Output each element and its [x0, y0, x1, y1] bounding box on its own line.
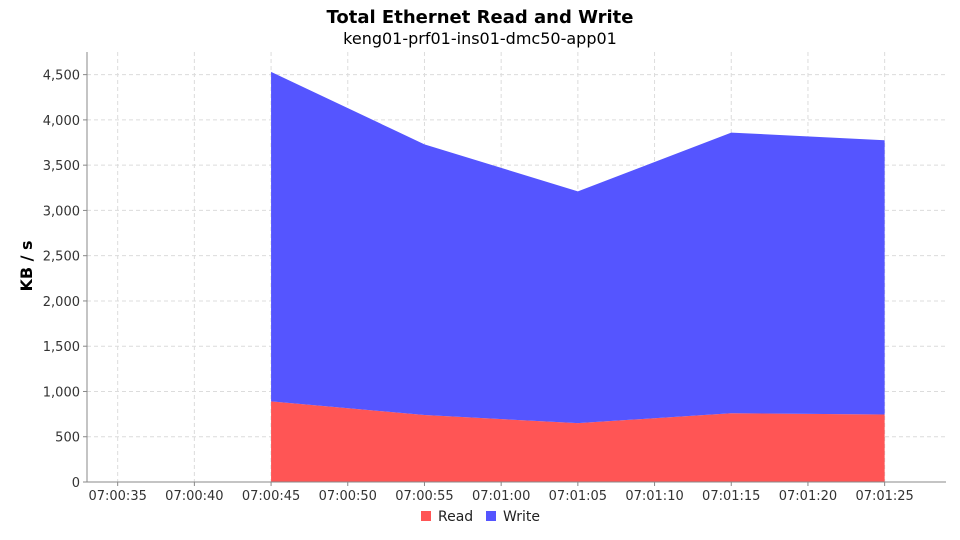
x-tick-label: 07:01:20 — [779, 489, 837, 504]
x-tick-label: 07:00:35 — [88, 489, 146, 504]
y-tick-label: 3,000 — [43, 204, 80, 219]
chart-title: Total Ethernet Read and Write — [326, 7, 633, 28]
series-area-read — [271, 401, 885, 482]
y-axis-label: KB / s — [17, 240, 36, 291]
x-tick-label: 07:00:50 — [319, 489, 377, 504]
x-tick-label: 07:00:55 — [395, 489, 453, 504]
chart-subtitle: keng01-prf01-ins01-dmc50-app01 — [343, 29, 617, 48]
x-tick-label: 07:00:45 — [242, 489, 300, 504]
y-tick-label: 500 — [55, 431, 80, 446]
x-tick-label: 07:01:00 — [472, 489, 530, 504]
y-tick-label: 2,500 — [43, 250, 80, 265]
legend-label-read: Read — [438, 509, 473, 525]
x-tick-label: 07:01:25 — [855, 489, 913, 504]
y-tick-label: 2,000 — [43, 295, 80, 310]
legend-label-write: Write — [503, 509, 540, 525]
y-tick-label: 4,500 — [43, 69, 80, 84]
x-tick-label: 07:01:05 — [549, 489, 607, 504]
y-tick-label: 0 — [72, 476, 80, 491]
y-tick-label: 3,500 — [43, 159, 80, 174]
legend-swatch-write — [486, 511, 496, 521]
axes: 0 500 1,000 1,500 2,000 2,500 3,000 3,500 4,000 4… — [43, 52, 946, 504]
legend: Read Write — [421, 509, 540, 525]
y-tick-label: 4,000 — [43, 114, 80, 129]
y-tick-label: 1,500 — [43, 340, 80, 355]
y-tick-label: 1,000 — [43, 385, 80, 400]
legend-swatch-read — [421, 511, 431, 521]
x-tick-label: 07:01:10 — [625, 489, 683, 504]
x-tick-label: 07:01:15 — [702, 489, 760, 504]
series-areas — [271, 71, 885, 482]
series-area-write — [271, 71, 885, 424]
x-tick-label: 07:00:40 — [165, 489, 223, 504]
